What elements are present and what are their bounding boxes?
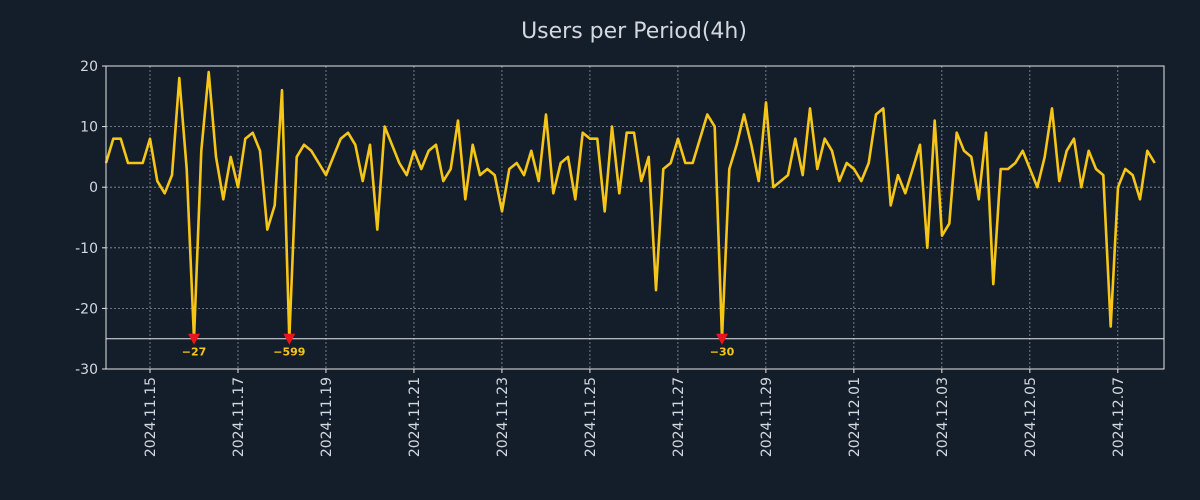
anomaly-marker-layer: −27 −599 −30 [182,333,735,359]
series-line-users [104,70,1156,341]
y-tick-label: 0 [89,180,98,196]
y-tick-label: -10 [75,241,98,257]
tick-label-layer: 20 10 0 -10 -20 -30 2024.11.15 2024.11.17 2024.1… [75,59,1127,457]
anomaly-label: −30 [710,346,735,359]
plot-frame [105,65,1165,370]
x-tick-label: 2024.11.29 [759,377,775,457]
y-tick-label: -20 [75,301,98,317]
grid-layer [106,65,1164,370]
x-tick-label: 2024.11.17 [231,377,247,457]
series-layer [104,70,1156,341]
x-tick-label: 2024.12.05 [1023,377,1039,457]
y-tick-label: 20 [80,59,98,75]
x-tick-label: 2024.11.27 [671,377,687,457]
anomaly-marker [188,333,201,345]
x-tick-label: 2024.11.21 [407,377,423,457]
anomaly-label: −27 [182,346,207,359]
anomaly-marker [716,333,729,345]
axis-layer [102,65,1165,373]
x-tick-label: 2024.12.01 [847,377,863,457]
anomaly-label: −599 [273,346,305,359]
x-tick-label: 2024.12.03 [935,377,951,457]
x-tick-label: 2024.11.25 [583,377,599,457]
chart-title: Users per Period(4h) [521,19,747,44]
x-tick-label: 2024.12.07 [1111,377,1127,457]
anomaly-marker [283,333,296,345]
x-tick-label: 2024.11.15 [143,377,159,457]
x-tick-label: 2024.11.23 [495,377,511,457]
x-tick-label: 2024.11.19 [319,377,335,457]
y-tick-label: 10 [80,120,98,136]
y-tick-label: -30 [75,362,98,378]
